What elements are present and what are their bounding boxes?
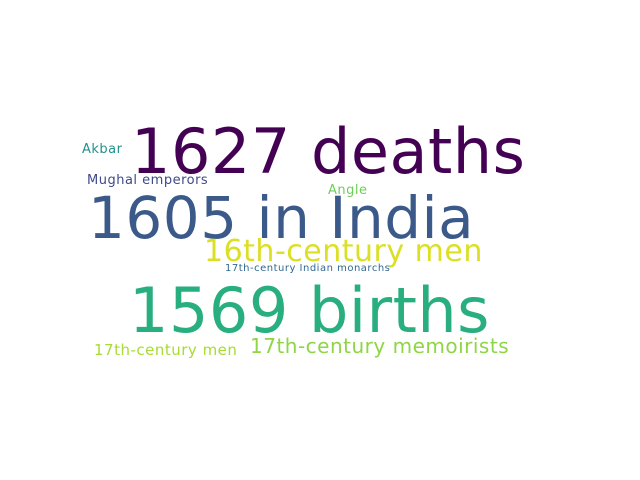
word-1569-births: 1569 births <box>129 274 490 347</box>
word-1627-deaths: 1627 deaths <box>131 115 526 188</box>
word-akbar: Akbar <box>82 142 123 157</box>
word-17th-century-indian-monarchs: 17th-century Indian monarchs <box>225 263 391 274</box>
word-17th-century-memoirists: 17th-century memoirists <box>250 334 510 358</box>
word-17th-century-men: 17th-century men <box>94 341 238 359</box>
word-angle: Angle <box>328 183 368 198</box>
word-mughal-emperors: Mughal emperors <box>87 173 209 188</box>
word-16th-century-men: 16th-century men <box>204 234 483 269</box>
word-1605-in-india: 1605 in India <box>88 184 475 252</box>
